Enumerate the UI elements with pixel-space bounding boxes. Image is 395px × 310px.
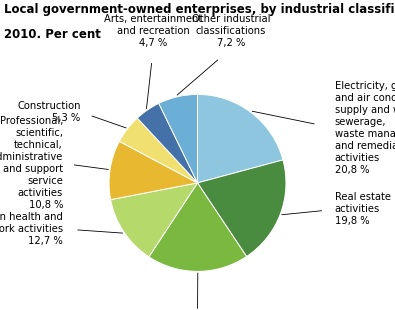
Wedge shape: [159, 95, 198, 183]
Text: Construction
5,3 %: Construction 5,3 %: [17, 101, 81, 123]
Wedge shape: [109, 141, 198, 200]
Text: 2010. Per cent: 2010. Per cent: [4, 28, 101, 41]
Wedge shape: [111, 183, 198, 257]
Text: Real estate
activities
19,8 %: Real estate activities 19,8 %: [335, 193, 391, 226]
Wedge shape: [198, 160, 286, 256]
Text: Electricity, gas, steam
and air conditioning
supply and water supply,
sewerage,
: Electricity, gas, steam and air conditio…: [335, 81, 395, 175]
Text: Arts, entertainment
and recreation
4,7 %: Arts, entertainment and recreation 4,7 %: [104, 14, 202, 48]
Wedge shape: [149, 183, 246, 271]
Wedge shape: [137, 103, 198, 183]
Wedge shape: [119, 118, 198, 183]
Wedge shape: [198, 95, 283, 183]
Text: Local government-owned enterprises, by industrial classification.: Local government-owned enterprises, by i…: [4, 3, 395, 16]
Text: Human health and
social work activities
12,7 %: Human health and social work activities …: [0, 212, 63, 246]
Text: Other industrial
classifications
7,2 %: Other industrial classifications 7,2 %: [192, 14, 270, 48]
Text: Professional,
scientific,
technical,
administrative
and support
service
activiti: Professional, scientific, technical, adm…: [0, 117, 63, 210]
